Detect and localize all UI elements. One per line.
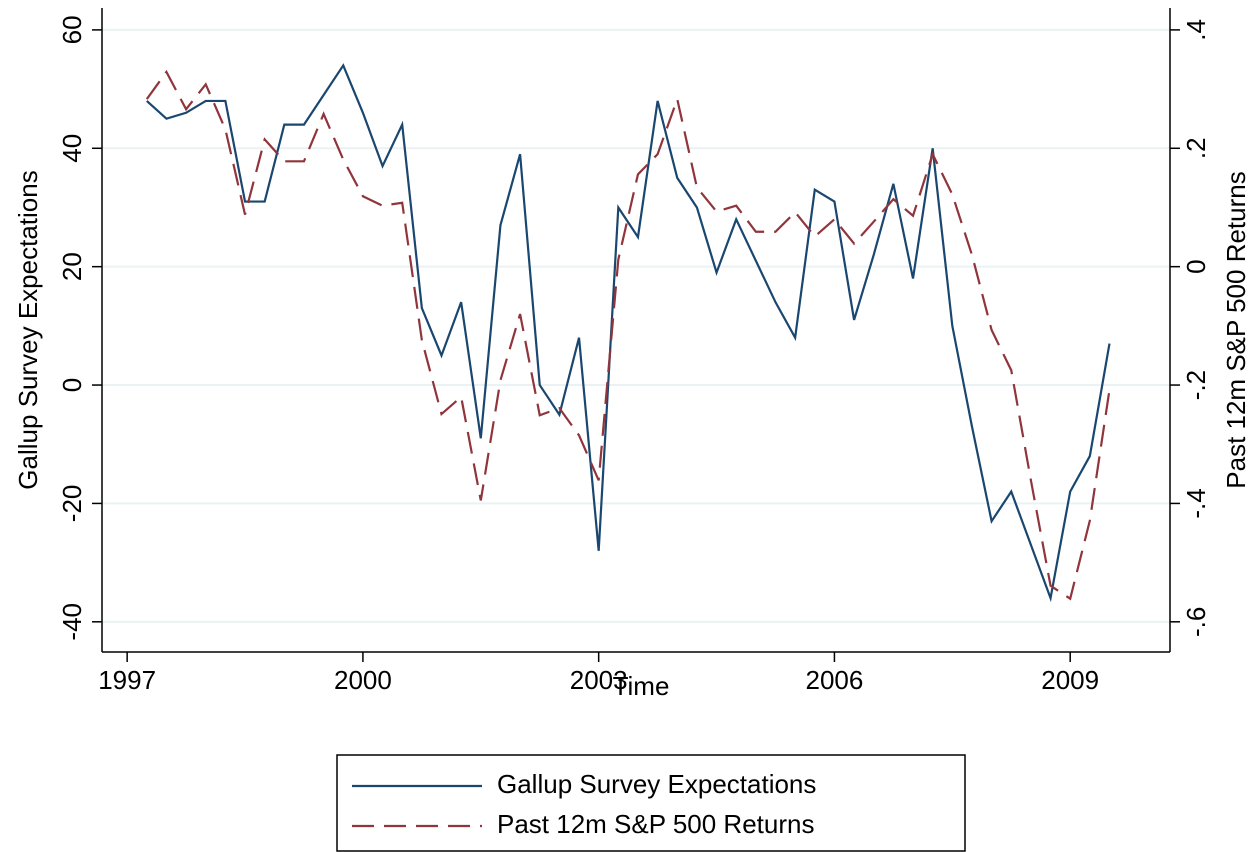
legend-box: [336, 754, 966, 852]
y2-tick-label: -.4: [1181, 488, 1211, 518]
x-tick-label: 1997: [98, 665, 156, 695]
x-tick-label: 2003: [570, 665, 628, 695]
x-tick-label: 2009: [1041, 665, 1099, 695]
y-tick-label: 60: [57, 15, 87, 44]
y-tick-label: -20: [57, 485, 87, 523]
y2-tick-label: .2: [1181, 137, 1211, 159]
y-tick-label: 0: [57, 378, 87, 392]
x-axis-title: Time: [613, 671, 670, 701]
y2-tick-label: 0: [1181, 259, 1211, 273]
y-axis-title: Gallup Survey Expectations: [13, 170, 43, 489]
y2-axis-title: Past 12m S&P 500 Returns: [1221, 171, 1251, 488]
x-tick-label: 2006: [806, 665, 864, 695]
legend-label: Gallup Survey Expectations: [497, 769, 816, 799]
series-line: [145, 69, 1111, 601]
y2-tick-label: -.6: [1181, 607, 1211, 637]
y-tick-label: 20: [57, 252, 87, 281]
y-tick-label: 40: [57, 134, 87, 163]
y2-tick-label: .4: [1181, 19, 1211, 41]
x-tick-label: 2000: [334, 665, 392, 695]
legend-label: Past 12m S&P 500 Returns: [497, 809, 814, 839]
y-tick-label: -40: [57, 603, 87, 641]
y2-tick-label: -.2: [1181, 370, 1211, 400]
series-line: [146, 63, 1111, 603]
